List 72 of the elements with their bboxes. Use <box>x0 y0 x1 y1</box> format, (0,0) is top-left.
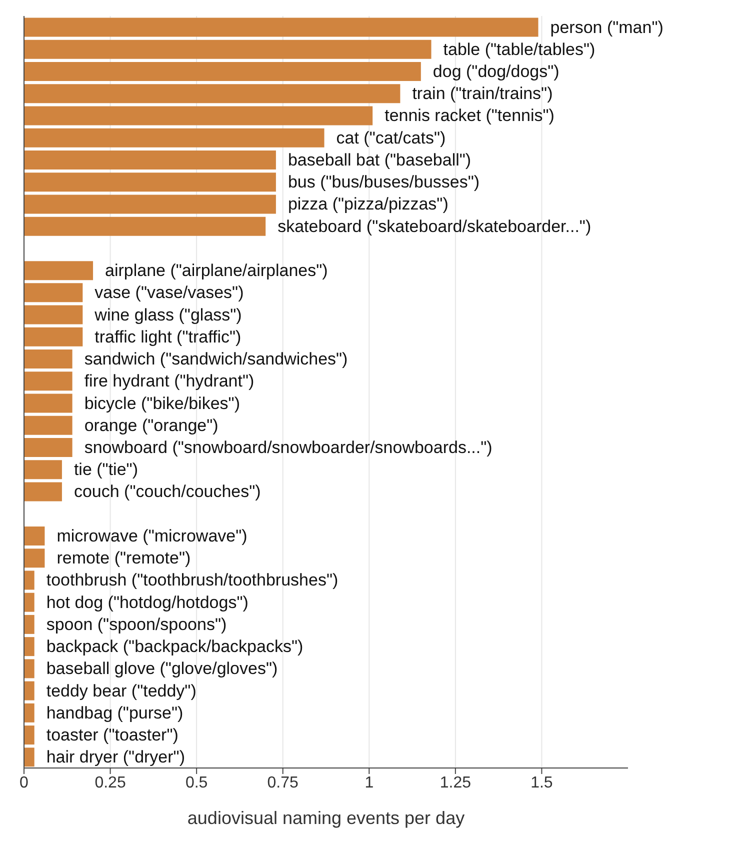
bar <box>24 18 538 37</box>
bar <box>24 394 72 413</box>
y-tick-label: traffic light ("traffic") <box>94 327 242 346</box>
bar <box>24 350 72 369</box>
bar <box>24 106 373 126</box>
x-tick-label: 0.75 <box>267 774 299 792</box>
bar <box>24 482 62 502</box>
bar <box>24 438 72 458</box>
y-tick-label: bus ("bus/buses/busses") <box>288 172 480 192</box>
bar <box>24 305 83 324</box>
bar <box>24 283 83 302</box>
y-tick-label: tie ("tie") <box>74 460 138 480</box>
x-tick-label: 1.25 <box>440 774 472 792</box>
y-tick-label: pizza ("pizza/pizzas") <box>288 194 448 214</box>
bar <box>24 748 34 767</box>
bar <box>24 416 72 435</box>
x-tick-label: 0.5 <box>185 774 208 792</box>
y-tick-label: toaster ("toaster") <box>46 726 178 745</box>
bar <box>24 84 400 104</box>
bar <box>24 592 34 612</box>
y-tick-label: tennis racket ("tennis") <box>384 106 554 126</box>
y-tick-label: baseball glove ("glove/gloves") <box>46 659 278 678</box>
bar <box>24 327 83 346</box>
bar <box>24 703 34 722</box>
y-tick-label: hot dog ("hotdog/hotdogs") <box>46 592 248 612</box>
bar <box>24 614 34 634</box>
x-axis-title: audiovisual naming events per day <box>187 808 465 828</box>
y-tick-label: microwave ("microwave") <box>56 526 248 546</box>
bar <box>24 128 324 148</box>
bar <box>24 659 34 678</box>
y-tick-label: cat ("cat/cats") <box>336 128 446 148</box>
y-tick-label: person ("man") <box>550 18 664 37</box>
y-tick-label: train ("train/trains") <box>412 84 553 104</box>
bar <box>24 150 276 170</box>
bar <box>24 40 432 59</box>
bar <box>24 726 34 745</box>
bar <box>24 372 72 391</box>
y-tick-label: airplane ("airplane/airplanes") <box>105 261 328 280</box>
y-tick-label: snowboard ("snowboard/snowboarder/snowboards...") <box>84 438 492 458</box>
bar <box>24 460 62 480</box>
y-tick-label: spoon ("spoon/spoons") <box>46 614 227 634</box>
y-tick-label: teddy bear ("teddy") <box>46 681 196 700</box>
bar <box>24 548 45 568</box>
bar <box>24 637 34 656</box>
y-tick-label: wine glass ("glass") <box>94 305 242 324</box>
y-tick-label: hair dryer ("dryer") <box>46 748 186 767</box>
y-tick-label: dog ("dog/dogs") <box>432 62 560 82</box>
y-tick-label: toothbrush ("toothbrush/toothbrushes") <box>46 570 338 590</box>
bar <box>24 261 94 280</box>
bar <box>24 526 45 546</box>
x-tick-label: 0 <box>20 774 29 792</box>
x-tick-label: 1.5 <box>530 774 553 792</box>
bar <box>24 194 276 214</box>
bar <box>24 681 34 700</box>
y-tick-label: remote ("remote") <box>56 548 191 568</box>
y-tick-label: couch ("couch/couches") <box>74 482 261 502</box>
y-tick-label: sandwich ("sandwich/sandwiches") <box>84 350 348 369</box>
y-tick-label: table ("table/tables") <box>443 40 596 59</box>
y-tick-label: vase ("vase/vases") <box>94 283 244 302</box>
bar <box>24 172 276 192</box>
x-tick-label: 1 <box>364 774 374 792</box>
y-tick-label: backpack ("backpack/backpacks") <box>46 637 304 656</box>
bar <box>24 570 34 590</box>
y-tick-label: bicycle ("bike/bikes") <box>84 394 240 413</box>
y-tick-label: skateboard ("skateboard/skateboarder...") <box>278 216 592 236</box>
x-tick-label: 0.25 <box>94 774 126 792</box>
bar <box>24 62 421 82</box>
bar <box>24 216 266 236</box>
y-tick-label: baseball bat ("baseball") <box>288 150 472 170</box>
y-tick-label: handbag ("purse") <box>46 703 184 722</box>
y-tick-label: orange ("orange") <box>84 416 218 435</box>
y-tick-label: fire hydrant ("hydrant") <box>84 372 254 391</box>
